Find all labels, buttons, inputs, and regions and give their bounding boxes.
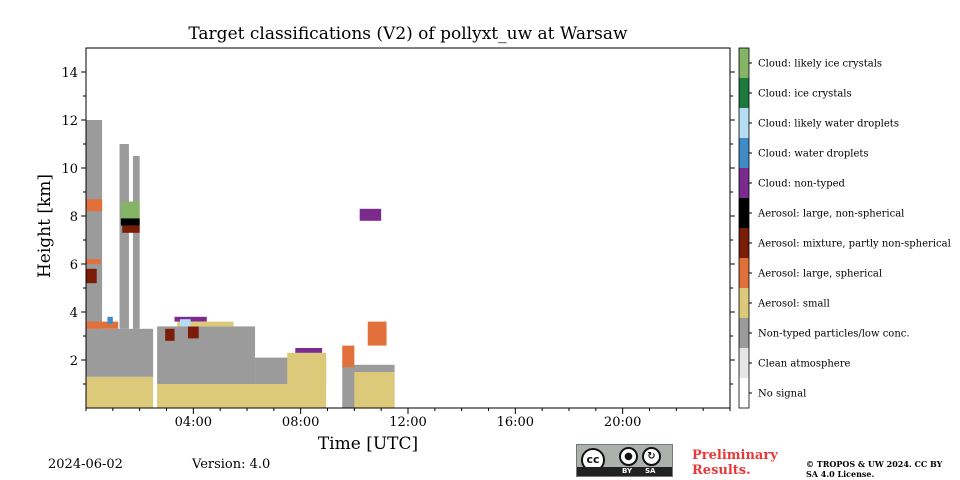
x-tick-label: 20:00	[604, 415, 641, 430]
by-label: BY	[622, 467, 633, 475]
colorbar-swatch	[739, 288, 749, 318]
region-22	[177, 321, 234, 327]
x-tick-label: 12:00	[389, 415, 426, 430]
y-tick-label: 14	[61, 66, 78, 81]
colorbar-label: No signal	[758, 389, 806, 400]
region-9	[119, 144, 129, 329]
colorbar-label: Cloud: ice crystals	[758, 89, 852, 100]
region-8	[86, 120, 103, 329]
attribution-icon: ●	[619, 447, 638, 466]
colorbar-label: Clean atmosphere	[758, 359, 851, 370]
colorbar-swatch	[739, 228, 749, 258]
colorbar-swatch	[739, 78, 749, 108]
colorbar-label: Cloud: likely ice crystals	[758, 59, 882, 70]
colorbar-label: Cloud: non-typed	[758, 179, 846, 190]
region-26	[359, 208, 382, 221]
preliminary-results-label: Preliminary Results.	[692, 448, 778, 478]
region-7	[354, 372, 395, 408]
colorbar-swatch	[739, 168, 749, 198]
sa-label: SA	[645, 467, 656, 475]
region-23	[179, 319, 191, 327]
x-tick-label: 08:00	[282, 415, 319, 430]
x-tick-label: 04:00	[175, 415, 212, 430]
colorbar-swatch	[739, 318, 749, 348]
region-17	[86, 321, 119, 329]
region-24	[342, 345, 355, 368]
region-12	[86, 259, 101, 264]
colorbar-label: Aerosol: small	[757, 299, 830, 310]
region-10	[132, 156, 140, 329]
colorbar-swatch	[739, 138, 749, 168]
y-tick-label: 12	[61, 114, 78, 129]
colorbar-label: Non-typed particles/low conc.	[758, 329, 910, 340]
region-11	[86, 268, 97, 284]
region-2	[157, 384, 327, 408]
colorbar-swatch	[739, 48, 749, 78]
y-tick-label: 10	[61, 162, 78, 177]
region-0	[86, 376, 154, 408]
y-tick-label: 2	[70, 354, 78, 369]
region-18	[107, 316, 113, 324]
colorbar-frame	[738, 47, 750, 409]
colorbar-swatch	[739, 378, 749, 408]
region-27	[295, 348, 323, 353]
colorbar-label: Aerosol: large, non-spherical	[757, 209, 904, 220]
colorbar-swatch	[739, 198, 749, 228]
chart-title: Target classifications (V2) of pollyxt_u…	[188, 24, 628, 44]
region-20	[187, 326, 199, 339]
region-19	[165, 328, 175, 341]
colorbar-label: Aerosol: mixture, partly non-spherical	[757, 239, 951, 250]
y-tick-label: 6	[70, 258, 78, 273]
region-14	[120, 201, 140, 219]
colorbar-label: Cloud: likely water droplets	[758, 119, 899, 130]
region-25	[367, 321, 387, 346]
classification-regions	[86, 120, 395, 408]
region-16	[122, 225, 140, 233]
cc-license-badge: cc ● ↻ BY SA	[576, 444, 673, 477]
y-tick-label: 4	[70, 306, 78, 321]
share-alike-icon: ↻	[642, 447, 661, 466]
colorbar-label: Cloud: water droplets	[758, 149, 869, 160]
y-axis-label: Height [km]	[35, 174, 55, 278]
x-axis-label: Time [UTC]	[318, 434, 418, 454]
colorbar-swatch	[739, 108, 749, 138]
region-1	[86, 328, 154, 377]
colorbar: Cloud: likely ice crystals Cloud: ice cry…	[738, 47, 951, 409]
region-13	[86, 199, 103, 212]
version-label: Version: 4.0	[192, 457, 271, 472]
x-tick-label: 16:00	[497, 415, 534, 430]
region-5	[287, 352, 327, 384]
region-15	[120, 218, 140, 226]
colorbar-swatch	[739, 348, 749, 378]
date-label: 2024-06-02	[48, 457, 123, 472]
colorbar-swatch	[739, 258, 749, 288]
copyright-notice: © TROPOS & UW 2024. CC BY SA 4.0 License…	[806, 459, 943, 479]
region-21	[174, 316, 207, 322]
y-tick-label: 8	[70, 210, 78, 225]
colorbar-label: Aerosol: large, spherical	[757, 269, 882, 280]
